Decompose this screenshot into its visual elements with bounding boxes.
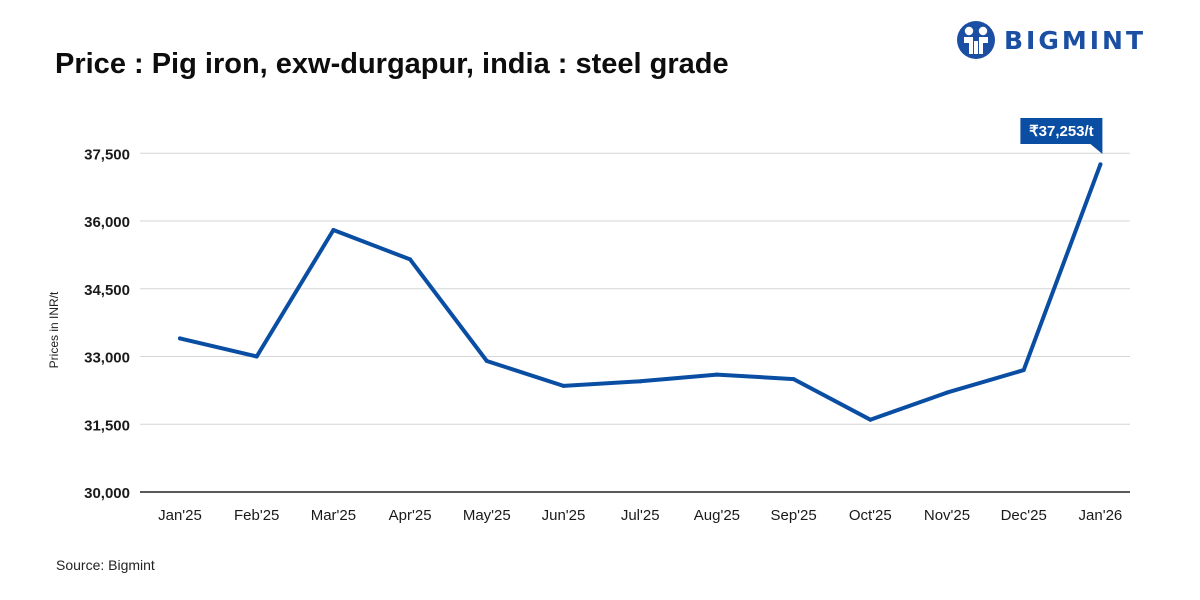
source-note: Source: Bigmint — [56, 557, 155, 573]
y-axis-title: Prices in INR/t — [47, 291, 61, 368]
data-point — [331, 228, 336, 233]
y-tick-label: 37,500 — [84, 146, 130, 163]
x-tick-label: Jan'26 — [1079, 507, 1123, 524]
x-tick-label: Feb'25 — [234, 507, 279, 524]
brand-logo: BIGMINT — [956, 20, 1146, 60]
chart-title: Price : Pig iron, exw-durgapur, india : … — [55, 48, 729, 80]
x-tick-label: Dec'25 — [1001, 507, 1047, 524]
bigmint-logo-icon — [957, 21, 995, 59]
x-tick-label: Sep'25 — [770, 507, 816, 524]
data-point — [254, 354, 259, 359]
x-tick-label: Jan'25 — [158, 507, 202, 524]
x-tick-label: Jul'25 — [621, 507, 660, 524]
data-point — [945, 390, 949, 395]
y-tick-label: 36,000 — [84, 214, 130, 231]
data-point — [178, 336, 182, 341]
x-tick-label: Nov'25 — [924, 507, 970, 524]
x-tick-label: Aug'25 — [694, 507, 740, 524]
brand-name: BIGMINT — [1004, 25, 1147, 55]
data-point — [1098, 162, 1103, 167]
data-point — [408, 257, 413, 262]
annotation-label: ₹37,253/t — [1029, 123, 1094, 140]
x-tick-label: May'25 — [463, 507, 511, 524]
x-tick-label: Apr'25 — [389, 507, 432, 524]
data-point — [484, 359, 489, 364]
x-tick-label: Jun'25 — [542, 507, 586, 524]
y-tick-label: 30,000 — [84, 485, 130, 502]
data-point — [561, 383, 566, 388]
data-point — [791, 377, 796, 382]
y-tick-label: 31,500 — [84, 417, 130, 434]
data-point — [868, 417, 873, 422]
x-tick-label: Mar'25 — [311, 507, 356, 524]
annotation-pointer — [1090, 144, 1103, 154]
annotation-box — [1020, 118, 1103, 144]
y-tick-label: 33,000 — [84, 350, 130, 367]
y-tick-label: 34,500 — [84, 282, 130, 299]
x-tick-label: Oct'25 — [849, 507, 892, 524]
data-point — [638, 379, 643, 384]
data-point — [714, 372, 719, 377]
data-point — [1021, 368, 1026, 373]
